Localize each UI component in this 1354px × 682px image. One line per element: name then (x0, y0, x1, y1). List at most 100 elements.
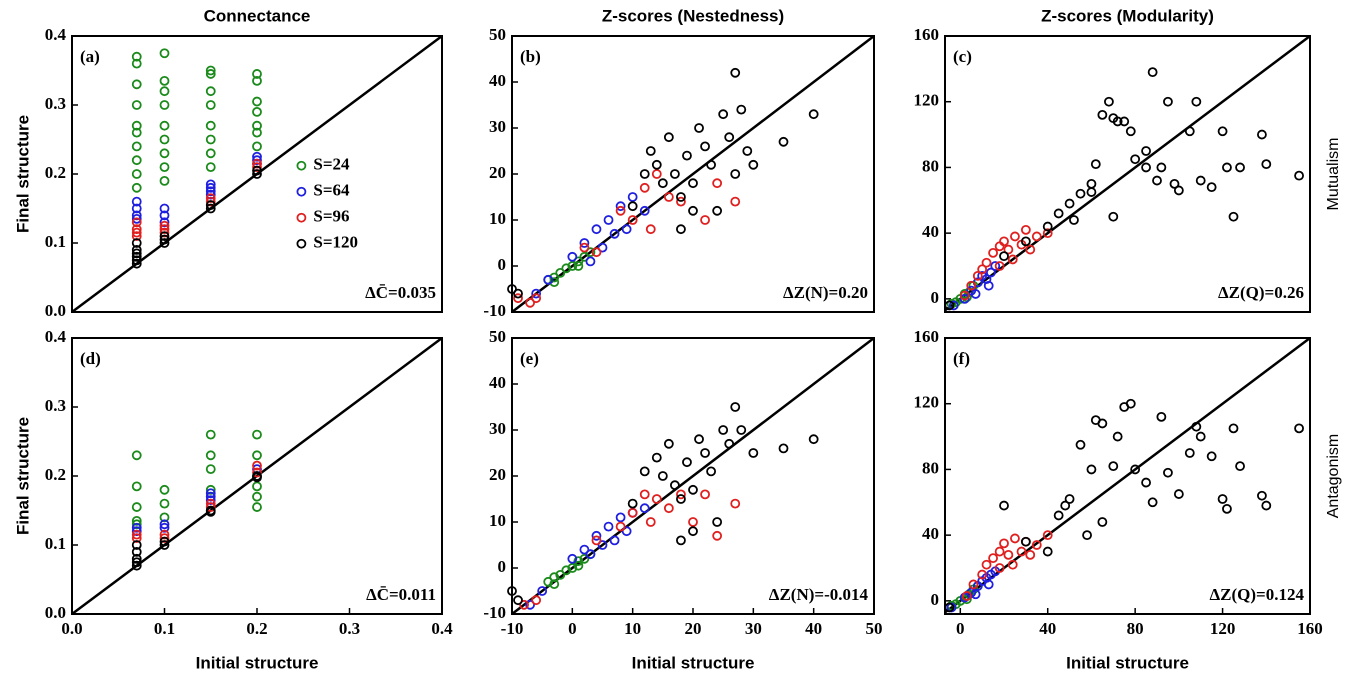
frame (71, 337, 443, 615)
point (205, 100, 216, 110)
point (573, 560, 584, 571)
point (585, 549, 596, 560)
point (519, 599, 529, 610)
point (252, 481, 262, 492)
point (670, 480, 680, 491)
x-tick-label: 0.0 (61, 619, 82, 638)
y-tick-label: 0.3 (45, 94, 66, 113)
point (1069, 215, 1079, 225)
y-tick-label: 80 (922, 156, 939, 175)
point (718, 425, 729, 435)
point (1152, 175, 1162, 186)
point (627, 201, 638, 212)
point (1003, 244, 1014, 255)
point (730, 67, 741, 78)
point (579, 242, 590, 253)
point (1147, 67, 1158, 78)
point (159, 529, 170, 540)
point (1010, 533, 1020, 544)
point (131, 553, 142, 564)
y-tick-label: 80 (922, 458, 939, 477)
row-label: Antagonism (1325, 434, 1342, 519)
point (573, 261, 584, 271)
point (970, 589, 981, 600)
point (513, 293, 523, 304)
point (1130, 154, 1141, 165)
point (1025, 244, 1036, 255)
point (1163, 96, 1173, 107)
point (567, 553, 578, 564)
point (736, 104, 747, 115)
point (959, 592, 970, 603)
point (252, 491, 262, 502)
point (1141, 477, 1151, 488)
point (639, 466, 650, 477)
x-tick-label: 40 (805, 619, 822, 638)
point (700, 215, 710, 225)
point (567, 251, 578, 262)
point (657, 471, 668, 481)
point (968, 579, 979, 590)
point (663, 438, 674, 449)
point (983, 579, 994, 590)
point (999, 251, 1009, 262)
point (615, 201, 626, 212)
point (1003, 549, 1014, 560)
annotation: ΔZ(Q)=0.124 (1210, 585, 1305, 604)
point (988, 553, 998, 564)
point (205, 86, 216, 97)
point (131, 502, 142, 512)
point (742, 146, 753, 156)
point (567, 261, 578, 271)
diagonal (511, 35, 875, 313)
point (688, 517, 698, 527)
legend-label: S=64 (313, 181, 350, 200)
point (131, 231, 142, 242)
point (159, 512, 170, 523)
point (688, 526, 698, 537)
point (131, 127, 142, 138)
x-axis-label: Initial structure (196, 653, 319, 672)
point (645, 146, 656, 156)
point (159, 120, 170, 131)
point (159, 484, 170, 495)
point (961, 591, 972, 601)
point (1097, 109, 1108, 120)
point (961, 292, 972, 303)
point (1075, 439, 1086, 450)
point (706, 159, 716, 170)
point (205, 196, 216, 207)
point (159, 533, 170, 543)
point (205, 120, 216, 131)
point (1053, 208, 1064, 219)
point (1119, 116, 1130, 127)
point (724, 438, 735, 449)
point (131, 210, 142, 221)
point (252, 120, 262, 131)
point (1007, 254, 1018, 265)
point (1169, 178, 1180, 189)
point (131, 120, 142, 131)
x-tick-label: 160 (1297, 619, 1323, 638)
point (1191, 96, 1202, 107)
point (252, 75, 262, 86)
diagonal (944, 35, 1311, 312)
legend-marker (296, 238, 307, 249)
point (549, 572, 560, 583)
point (131, 533, 142, 543)
point (1163, 467, 1173, 478)
point (983, 280, 994, 291)
point (639, 503, 650, 514)
point (748, 448, 759, 458)
point (676, 489, 686, 500)
point (131, 540, 142, 550)
point (1235, 461, 1245, 472)
point (603, 215, 614, 225)
point (1294, 170, 1304, 181)
point (1184, 448, 1195, 458)
point (159, 100, 170, 110)
point (252, 467, 262, 478)
row-label: Mutualism (1325, 138, 1342, 211)
point (730, 498, 741, 509)
point (1097, 517, 1108, 527)
